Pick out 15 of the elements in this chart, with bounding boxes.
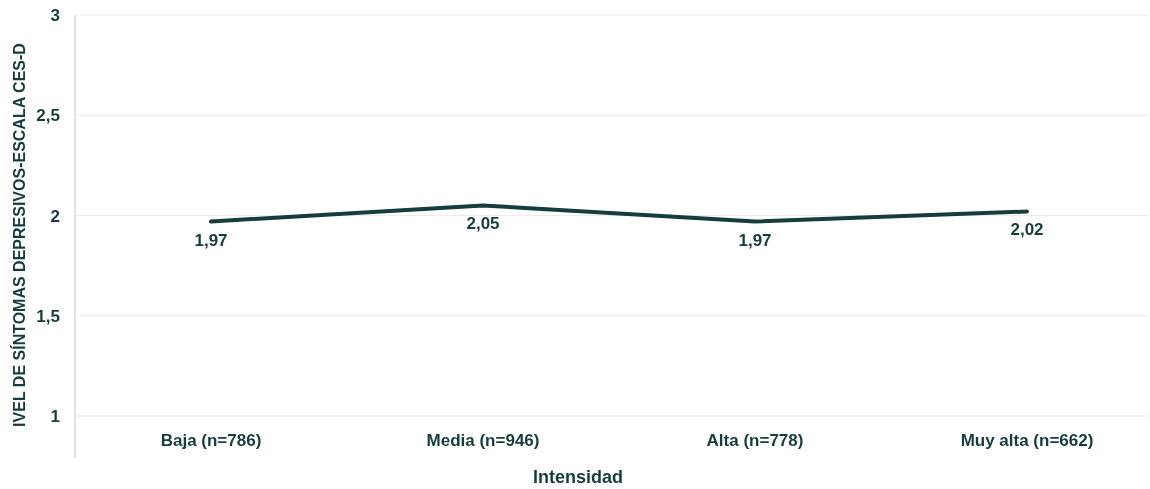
x-tick-label: Media (n=946): [426, 431, 540, 450]
data-label: 2,02: [1010, 220, 1044, 240]
data-label: 1,97: [194, 230, 228, 250]
x-axis-title: Intensidad: [532, 467, 624, 487]
y-axis-title: IVEL DE SÍNTOMAS DEPRESIVOS-ESCALA CES-D: [10, 43, 28, 427]
data-label: 2,05: [466, 214, 500, 234]
y-tick-label: 1: [50, 407, 60, 426]
x-tick-label: Baja (n=786): [160, 431, 262, 450]
y-tick-label: 3: [50, 6, 60, 25]
y-tick-label: 1,5: [36, 306, 60, 326]
y-tick-label: 2,5: [36, 106, 60, 126]
y-tick-label: 2: [50, 206, 60, 226]
x-tick-label: Muy alta (n=662): [960, 431, 1094, 450]
x-tick-label: Alta (n=778): [706, 431, 804, 450]
data-label: 1,97: [738, 230, 772, 250]
